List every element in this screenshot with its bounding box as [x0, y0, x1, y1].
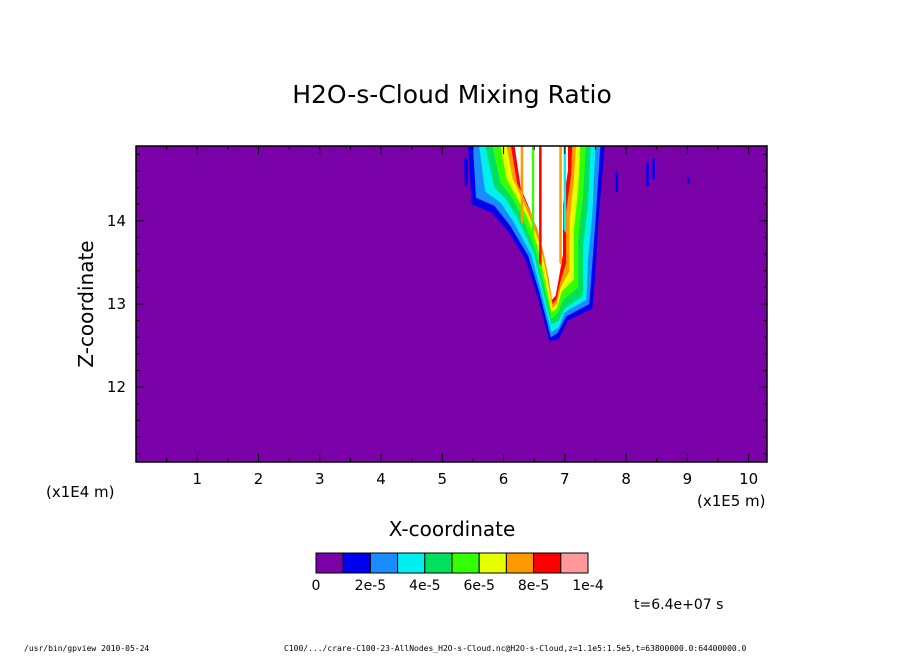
- y-tick-label: 13: [107, 295, 126, 313]
- x-tick-label: 6: [499, 470, 509, 488]
- colorbar-cell: [560, 552, 589, 574]
- x-tick-label: 1: [192, 470, 202, 488]
- y-axis-title: Z-coordinate: [74, 240, 98, 367]
- plot-area: [135, 145, 768, 463]
- colorbar-cell: [397, 552, 426, 574]
- cloud-field: [463, 146, 690, 342]
- x-tick-label: 7: [560, 470, 570, 488]
- x-tick-label: 10: [739, 470, 758, 488]
- x-tick-label: 9: [683, 470, 693, 488]
- x-axis-title: X-coordinate: [389, 517, 516, 541]
- colorbar-cell: [451, 552, 480, 574]
- y-tick-label: 12: [107, 378, 126, 396]
- x-tick-label: 4: [376, 470, 386, 488]
- colorbar-tick-label: 8e-5: [518, 578, 549, 594]
- y-scale-label: (x1E4 m): [46, 483, 115, 501]
- cloud-band: [539, 146, 542, 267]
- colorbar-cell: [369, 552, 399, 574]
- time-label: t=6.4e+07 s: [634, 597, 723, 613]
- colorbar-cell: [533, 552, 562, 574]
- colorbar-cell: [315, 552, 344, 574]
- x-tick-label: 5: [438, 470, 448, 488]
- cloud-band: [652, 158, 655, 180]
- colorbar-tick-label: 4e-5: [409, 578, 440, 594]
- plot-background: [136, 146, 767, 462]
- x-axis-ticks: 1 2 3 4 5 6 7 8 9 10: [166, 146, 758, 488]
- cloud-band: [646, 162, 649, 186]
- cloud-band: [615, 170, 619, 192]
- x-tick-label: 3: [315, 470, 325, 488]
- y-tick-label: 14: [107, 212, 126, 230]
- colorbar-tick-label: 6e-5: [463, 578, 494, 594]
- colorbar-cell: [478, 552, 507, 574]
- colorbar-labels: 0 2e-5 4e-5 6e-5 8e-5 1e-4: [312, 578, 604, 594]
- footer-left: /usr/bin/gpview 2010-05-24: [24, 644, 149, 653]
- colorbar-tick-label: 2e-5: [355, 578, 386, 594]
- cloud-band: [687, 177, 690, 184]
- x-tick-label: 2: [254, 470, 264, 488]
- y-axis-ticks: 12 13 14: [107, 153, 767, 455]
- colorbar-cell: [342, 552, 371, 574]
- colorbar-cell: [424, 552, 453, 574]
- colorbar-tick-label: 0: [312, 578, 321, 594]
- cloud-band: [531, 146, 535, 246]
- cloud-band: [563, 146, 567, 234]
- footer-right: C100/.../crare-C100-23-AllNodes_H2O-s-Cl…: [284, 644, 747, 653]
- colorbar: [315, 552, 589, 574]
- cloud-band: [463, 158, 468, 188]
- x-tick-label: 8: [621, 470, 631, 488]
- colorbar-cell: [505, 552, 535, 574]
- x-scale-label: (x1E5 m): [697, 492, 766, 510]
- chart-title: H2O-s-Cloud Mixing Ratio: [292, 80, 612, 109]
- cloud-band: [520, 146, 524, 225]
- colorbar-tick-label: 1e-4: [572, 578, 604, 594]
- cloud-band: [559, 146, 562, 267]
